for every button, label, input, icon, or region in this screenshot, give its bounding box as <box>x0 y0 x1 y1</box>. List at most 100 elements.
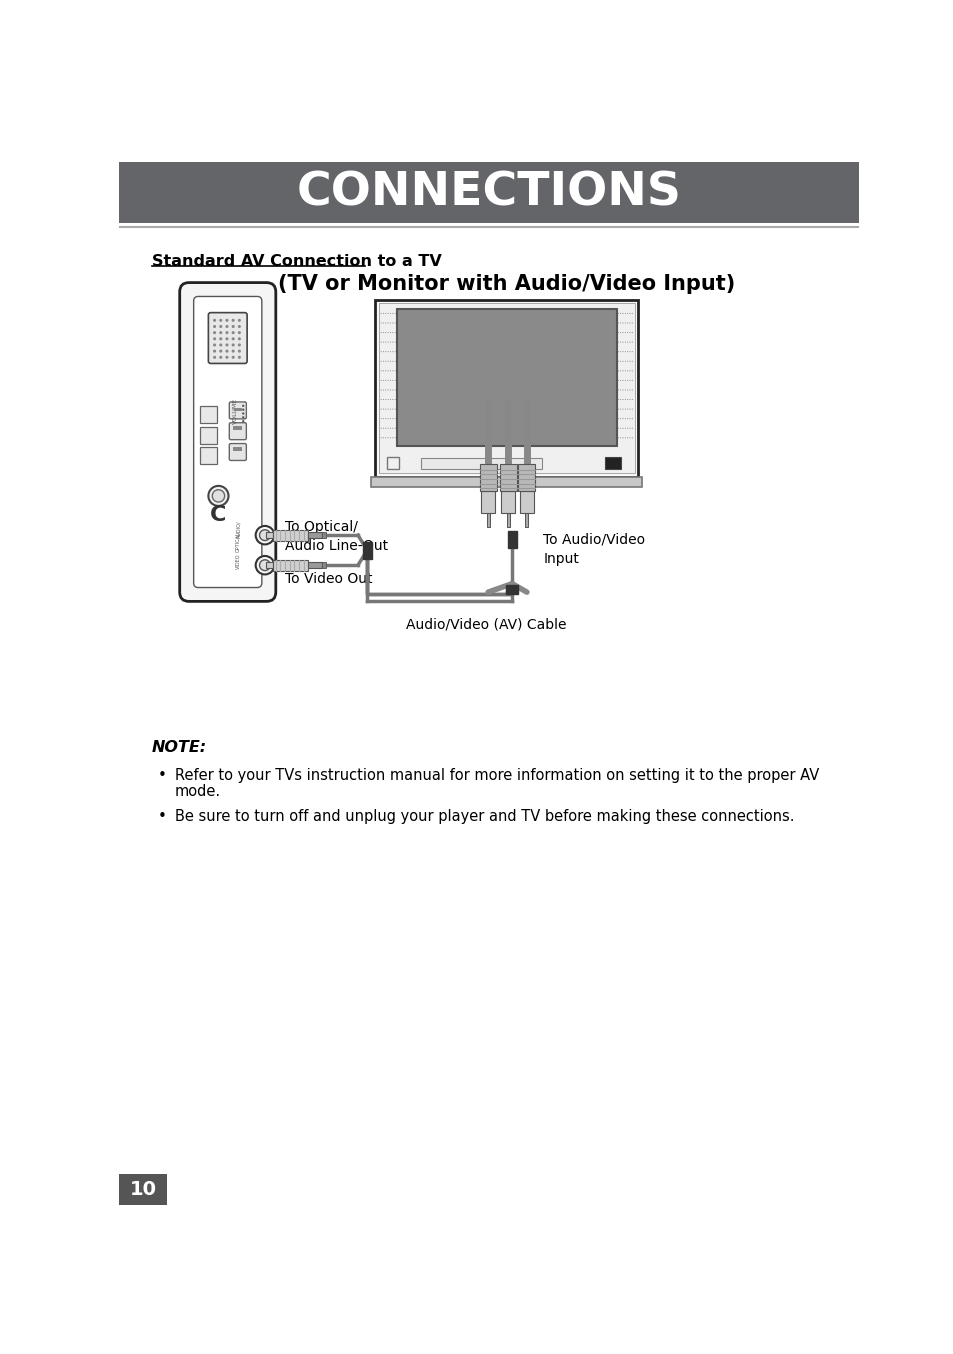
Circle shape <box>213 337 216 340</box>
Circle shape <box>213 349 216 352</box>
Bar <box>499 464 517 492</box>
Text: (TV or Monitor with Audio/Video Input): (TV or Monitor with Audio/Video Input) <box>278 274 735 294</box>
Polygon shape <box>233 408 241 412</box>
Text: OPTICAL: OPTICAL <box>235 532 241 552</box>
Text: To Audio/Video
Input: To Audio/Video Input <box>542 532 644 566</box>
Bar <box>273 559 307 570</box>
FancyBboxPatch shape <box>229 402 246 418</box>
Circle shape <box>259 559 270 570</box>
Text: •: • <box>157 768 166 783</box>
Circle shape <box>213 325 216 328</box>
Text: •: • <box>157 810 166 825</box>
FancyBboxPatch shape <box>375 299 638 477</box>
Circle shape <box>237 318 241 322</box>
Circle shape <box>213 344 216 347</box>
Text: Be sure to turn off and unplug your player and TV before making these connection: Be sure to turn off and unplug your play… <box>174 810 794 825</box>
FancyBboxPatch shape <box>193 297 261 588</box>
Bar <box>266 562 273 569</box>
FancyBboxPatch shape <box>208 313 247 363</box>
Circle shape <box>255 556 274 574</box>
Circle shape <box>225 356 229 359</box>
Circle shape <box>237 344 241 347</box>
Bar <box>480 492 495 513</box>
Text: Audio/Video (AV) Cable: Audio/Video (AV) Cable <box>406 617 566 631</box>
Circle shape <box>225 337 229 340</box>
Bar <box>233 425 242 431</box>
Bar <box>199 406 216 422</box>
Circle shape <box>242 405 244 408</box>
Circle shape <box>242 409 244 410</box>
Circle shape <box>237 356 241 359</box>
Text: VOLUME: VOLUME <box>233 398 237 424</box>
Circle shape <box>237 325 241 328</box>
Bar <box>500 492 515 513</box>
Bar <box>119 1174 167 1205</box>
Bar <box>378 303 634 473</box>
Circle shape <box>213 332 216 334</box>
Bar <box>517 464 535 492</box>
Circle shape <box>237 349 241 352</box>
Bar <box>386 456 398 468</box>
Circle shape <box>208 486 229 506</box>
Circle shape <box>225 318 229 322</box>
Bar <box>506 513 509 527</box>
Circle shape <box>232 349 234 352</box>
Text: Refer to your TVs instruction manual for more information on setting it to the p: Refer to your TVs instruction manual for… <box>174 768 819 783</box>
Bar <box>199 427 216 444</box>
Bar <box>307 532 321 539</box>
Bar <box>307 562 321 569</box>
Circle shape <box>237 337 241 340</box>
Circle shape <box>232 356 234 359</box>
Circle shape <box>219 318 222 322</box>
FancyBboxPatch shape <box>229 444 246 460</box>
Circle shape <box>219 356 222 359</box>
Circle shape <box>242 416 244 418</box>
Circle shape <box>232 318 234 322</box>
Bar <box>233 447 242 451</box>
Circle shape <box>255 525 274 544</box>
Bar <box>362 542 372 559</box>
Text: mode.: mode. <box>174 784 221 799</box>
Circle shape <box>219 344 222 347</box>
Circle shape <box>219 332 222 334</box>
Bar <box>396 309 617 445</box>
Circle shape <box>232 344 234 347</box>
Circle shape <box>242 420 244 422</box>
Text: Standard AV Connection to a TV: Standard AV Connection to a TV <box>152 253 441 268</box>
Bar <box>321 532 326 539</box>
Bar <box>321 562 326 569</box>
Text: CONNECTIONS: CONNECTIONS <box>296 171 680 215</box>
Bar <box>421 458 541 468</box>
Bar <box>507 531 517 548</box>
Circle shape <box>237 332 241 334</box>
Circle shape <box>219 349 222 352</box>
Circle shape <box>212 490 224 502</box>
Bar <box>266 532 273 539</box>
Bar <box>479 464 497 492</box>
Text: 10: 10 <box>130 1181 156 1200</box>
Bar <box>604 456 620 468</box>
Circle shape <box>232 337 234 340</box>
Circle shape <box>242 413 244 414</box>
Circle shape <box>225 325 229 328</box>
Bar <box>505 585 517 594</box>
Text: VIDEO: VIDEO <box>235 554 241 569</box>
Text: To Optical/
Audio Line-Out: To Optical/ Audio Line-Out <box>285 520 388 554</box>
Text: C: C <box>210 505 227 525</box>
Circle shape <box>213 356 216 359</box>
Bar <box>199 447 216 464</box>
Bar <box>525 513 528 527</box>
Circle shape <box>259 529 270 540</box>
Circle shape <box>232 332 234 334</box>
FancyBboxPatch shape <box>179 283 275 601</box>
Circle shape <box>225 332 229 334</box>
Text: To Video Out: To Video Out <box>285 571 373 586</box>
Circle shape <box>219 337 222 340</box>
Bar <box>273 529 307 540</box>
Circle shape <box>225 349 229 352</box>
Circle shape <box>225 344 229 347</box>
Text: AUDIO/: AUDIO/ <box>235 520 241 538</box>
Circle shape <box>219 325 222 328</box>
Bar <box>371 477 641 487</box>
Circle shape <box>232 325 234 328</box>
